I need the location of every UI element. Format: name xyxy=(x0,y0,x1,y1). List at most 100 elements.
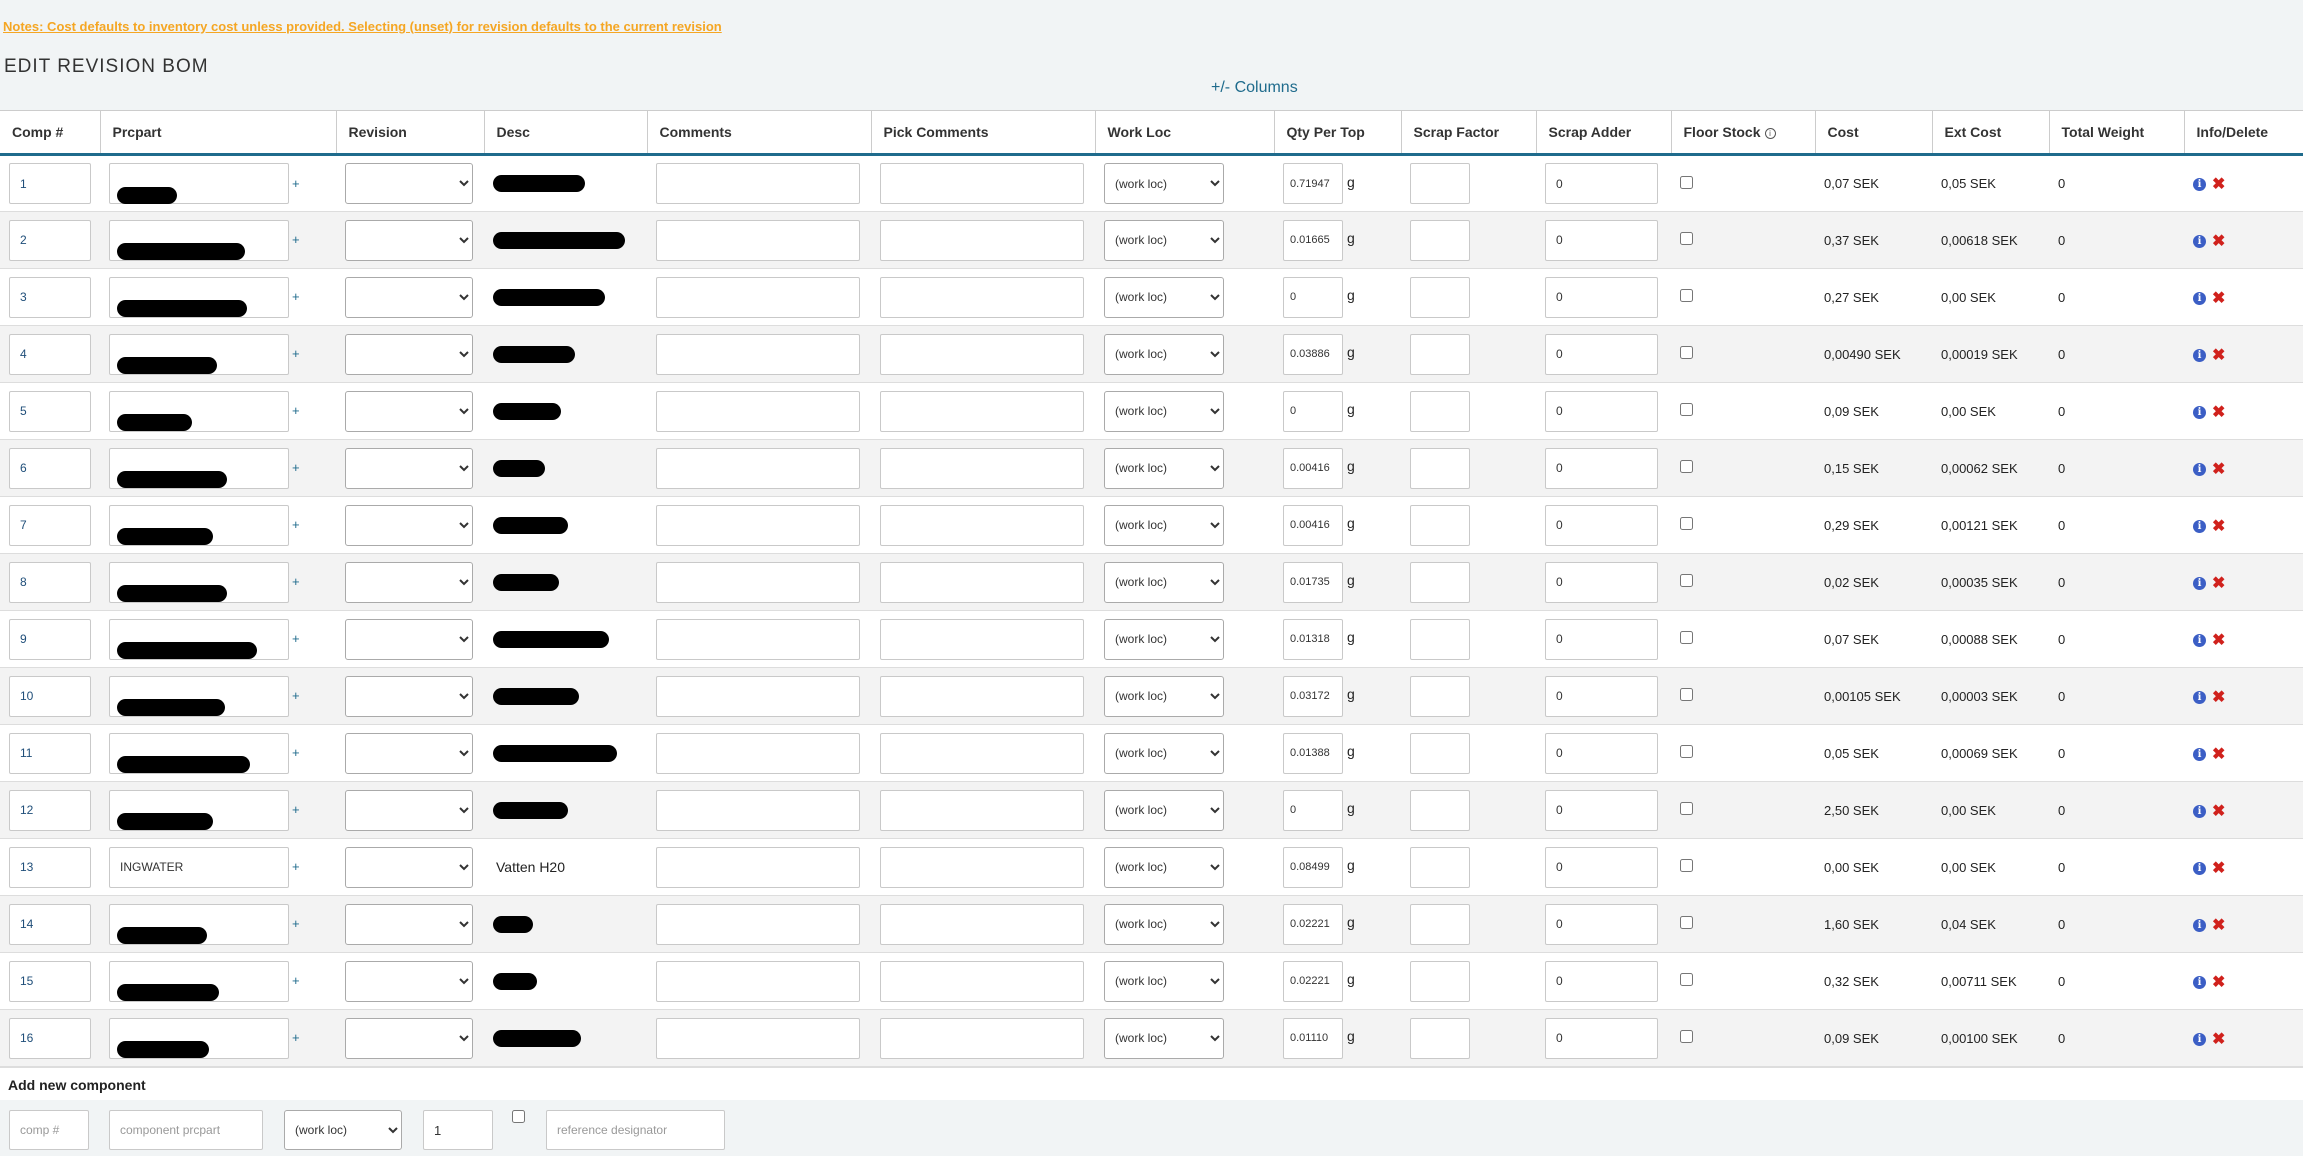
info-icon[interactable]: i xyxy=(2193,690,2206,704)
work-loc-select[interactable]: (work loc) xyxy=(1104,960,1224,1002)
pick-comments-input[interactable] xyxy=(880,846,1084,888)
qty-per-top-input[interactable] xyxy=(1283,732,1343,774)
scrap-factor-input[interactable] xyxy=(1410,618,1470,660)
pick-comments-input[interactable] xyxy=(880,276,1084,318)
prcpart-input[interactable] xyxy=(109,789,289,831)
delete-icon[interactable]: ✖ xyxy=(2212,745,2226,763)
delete-icon[interactable]: ✖ xyxy=(2212,973,2226,991)
scrap-factor-input[interactable] xyxy=(1410,903,1470,945)
info-icon[interactable]: i xyxy=(2193,918,2206,932)
work-loc-select[interactable]: (work loc) xyxy=(1104,1017,1224,1059)
floor-stock-checkbox[interactable] xyxy=(1680,289,1693,302)
add-prcpart-button[interactable]: + xyxy=(292,859,300,874)
floor-stock-checkbox[interactable] xyxy=(1680,802,1693,815)
work-loc-select[interactable]: (work loc) xyxy=(1104,789,1224,831)
comp-input[interactable] xyxy=(9,789,91,831)
add-prcpart-button[interactable]: + xyxy=(292,289,300,304)
revision-select[interactable] xyxy=(345,618,473,660)
comments-input[interactable] xyxy=(656,390,860,432)
work-loc-select[interactable]: (work loc) xyxy=(1104,276,1224,318)
scrap-factor-input[interactable] xyxy=(1410,276,1470,318)
revision-select[interactable] xyxy=(345,675,473,717)
pick-comments-input[interactable] xyxy=(880,561,1084,603)
revision-select[interactable] xyxy=(345,732,473,774)
revision-select[interactable] xyxy=(345,390,473,432)
scrap-factor-input[interactable] xyxy=(1410,675,1470,717)
delete-icon[interactable]: ✖ xyxy=(2212,802,2226,820)
work-loc-select[interactable]: (work loc) xyxy=(1104,846,1224,888)
add-prcpart-button[interactable]: + xyxy=(292,460,300,475)
prcpart-input[interactable] xyxy=(109,846,289,888)
work-loc-select[interactable]: (work loc) xyxy=(1104,903,1224,945)
info-icon[interactable]: i xyxy=(2193,234,2206,248)
comp-input[interactable] xyxy=(9,561,91,603)
comp-input[interactable] xyxy=(9,390,91,432)
scrap-adder-input[interactable] xyxy=(1545,276,1658,318)
work-loc-select[interactable]: (work loc) xyxy=(1104,390,1224,432)
delete-icon[interactable]: ✖ xyxy=(2212,176,2226,194)
work-loc-select[interactable]: (work loc) xyxy=(1104,219,1224,261)
delete-icon[interactable]: ✖ xyxy=(2212,859,2226,877)
pick-comments-input[interactable] xyxy=(880,219,1084,261)
qty-per-top-input[interactable] xyxy=(1283,219,1343,261)
qty-per-top-input[interactable] xyxy=(1283,390,1343,432)
comments-input[interactable] xyxy=(656,276,860,318)
qty-per-top-input[interactable] xyxy=(1283,333,1343,375)
floor-stock-checkbox[interactable] xyxy=(1680,175,1693,189)
floor-stock-checkbox[interactable] xyxy=(1680,517,1693,530)
pick-comments-input[interactable] xyxy=(880,789,1084,831)
add-prcpart-button[interactable]: + xyxy=(292,973,300,988)
add-prcpart-button[interactable]: + xyxy=(292,175,300,191)
qty-per-top-input[interactable] xyxy=(1283,903,1343,945)
add-prcpart-button[interactable]: + xyxy=(292,688,300,703)
floor-stock-checkbox[interactable] xyxy=(1680,460,1693,473)
add-prcpart-button[interactable]: + xyxy=(292,745,300,760)
delete-icon[interactable]: ✖ xyxy=(2212,517,2226,535)
comp-input[interactable] xyxy=(9,618,91,660)
scrap-adder-input[interactable] xyxy=(1545,675,1658,717)
scrap-adder-input[interactable] xyxy=(1545,789,1658,831)
add-prcpart-button[interactable]: + xyxy=(292,232,300,247)
scrap-factor-input[interactable] xyxy=(1410,1017,1470,1059)
info-icon[interactable]: i xyxy=(2193,861,2206,875)
scrap-adder-input[interactable] xyxy=(1545,732,1658,774)
qty-per-top-input[interactable] xyxy=(1283,276,1343,318)
delete-icon[interactable]: ✖ xyxy=(2212,688,2226,706)
pick-comments-input[interactable] xyxy=(880,447,1084,489)
comments-input[interactable] xyxy=(656,1017,860,1059)
revision-select[interactable] xyxy=(345,903,473,945)
floor-stock-checkbox[interactable] xyxy=(1680,859,1693,872)
qty-per-top-input[interactable] xyxy=(1283,163,1343,204)
scrap-factor-input[interactable] xyxy=(1410,789,1470,831)
work-loc-select[interactable]: (work loc) xyxy=(1104,504,1224,546)
revision-select[interactable] xyxy=(345,1017,473,1059)
floor-stock-checkbox[interactable] xyxy=(1680,745,1693,758)
qty-per-top-input[interactable] xyxy=(1283,618,1343,660)
new-comp-input[interactable] xyxy=(9,1110,89,1150)
scrap-factor-input[interactable] xyxy=(1410,504,1470,546)
qty-per-top-input[interactable] xyxy=(1283,846,1343,888)
comments-input[interactable] xyxy=(656,789,860,831)
info-icon[interactable]: i xyxy=(2193,747,2206,761)
add-prcpart-button[interactable]: + xyxy=(292,802,300,817)
revision-select[interactable] xyxy=(345,333,473,375)
comments-input[interactable] xyxy=(656,333,860,375)
pick-comments-input[interactable] xyxy=(880,163,1084,204)
scrap-factor-input[interactable] xyxy=(1410,333,1470,375)
floor-stock-checkbox[interactable] xyxy=(1680,631,1693,644)
comp-input[interactable] xyxy=(9,903,91,945)
delete-icon[interactable]: ✖ xyxy=(2212,574,2226,592)
comp-input[interactable] xyxy=(9,1017,91,1059)
new-prcpart-input[interactable] xyxy=(109,1110,263,1150)
pick-comments-input[interactable] xyxy=(880,504,1084,546)
floor-stock-checkbox[interactable] xyxy=(1680,574,1693,587)
add-prcpart-button[interactable]: + xyxy=(292,1030,300,1045)
new-work-loc-select[interactable]: (work loc) xyxy=(284,1110,402,1150)
new-floor-stock-checkbox[interactable] xyxy=(512,1110,525,1123)
new-qty-input[interactable] xyxy=(423,1110,493,1150)
floor-stock-checkbox[interactable] xyxy=(1680,403,1693,416)
comp-input[interactable] xyxy=(9,675,91,717)
comments-input[interactable] xyxy=(656,447,860,489)
scrap-factor-input[interactable] xyxy=(1410,732,1470,774)
scrap-adder-input[interactable] xyxy=(1545,504,1658,546)
